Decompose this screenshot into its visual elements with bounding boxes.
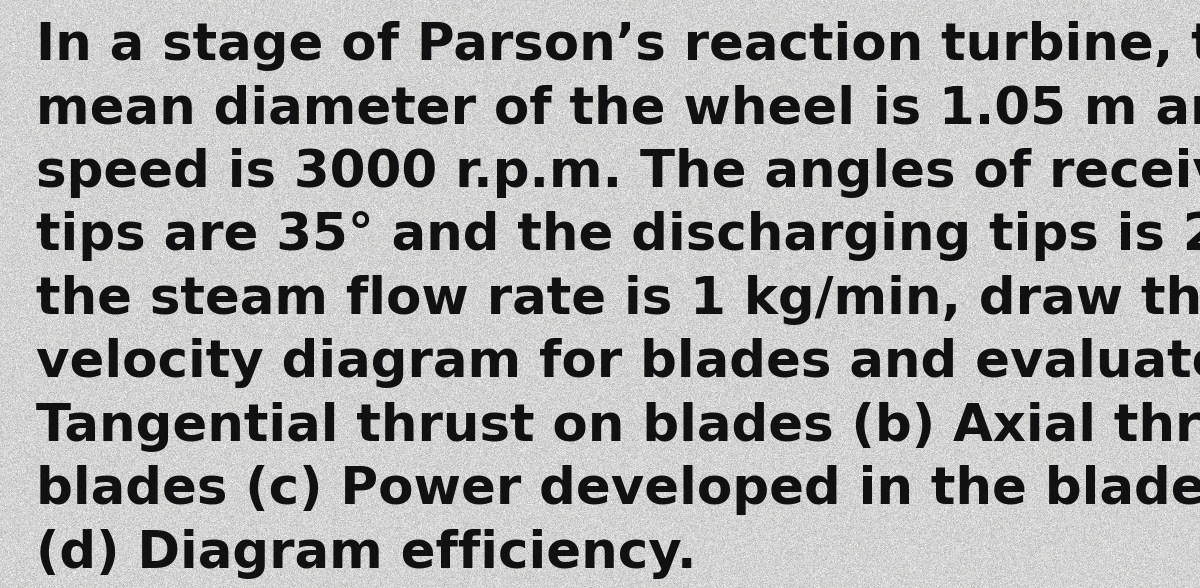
Text: velocity diagram for blades and evaluate, (a): velocity diagram for blades and evaluate… bbox=[36, 338, 1200, 388]
Text: tips are 35° and the discharging tips is 20°. If: tips are 35° and the discharging tips is… bbox=[36, 211, 1200, 261]
Text: Tangential thrust on blades (b) Axial thrust on: Tangential thrust on blades (b) Axial th… bbox=[36, 402, 1200, 452]
Text: the steam flow rate is 1 kg/min, draw the: the steam flow rate is 1 kg/min, draw th… bbox=[36, 275, 1200, 325]
Text: In a stage of Parson’s reaction turbine, the: In a stage of Parson’s reaction turbine,… bbox=[36, 21, 1200, 71]
Text: speed is 3000 r.p.m. The angles of receiving: speed is 3000 r.p.m. The angles of recei… bbox=[36, 148, 1200, 198]
Text: (d) Diagram efficiency.: (d) Diagram efficiency. bbox=[36, 529, 696, 579]
Text: blades (c) Power developed in the blades and: blades (c) Power developed in the blades… bbox=[36, 465, 1200, 515]
Text: mean diameter of the wheel is 1.05 m and the: mean diameter of the wheel is 1.05 m and… bbox=[36, 84, 1200, 134]
